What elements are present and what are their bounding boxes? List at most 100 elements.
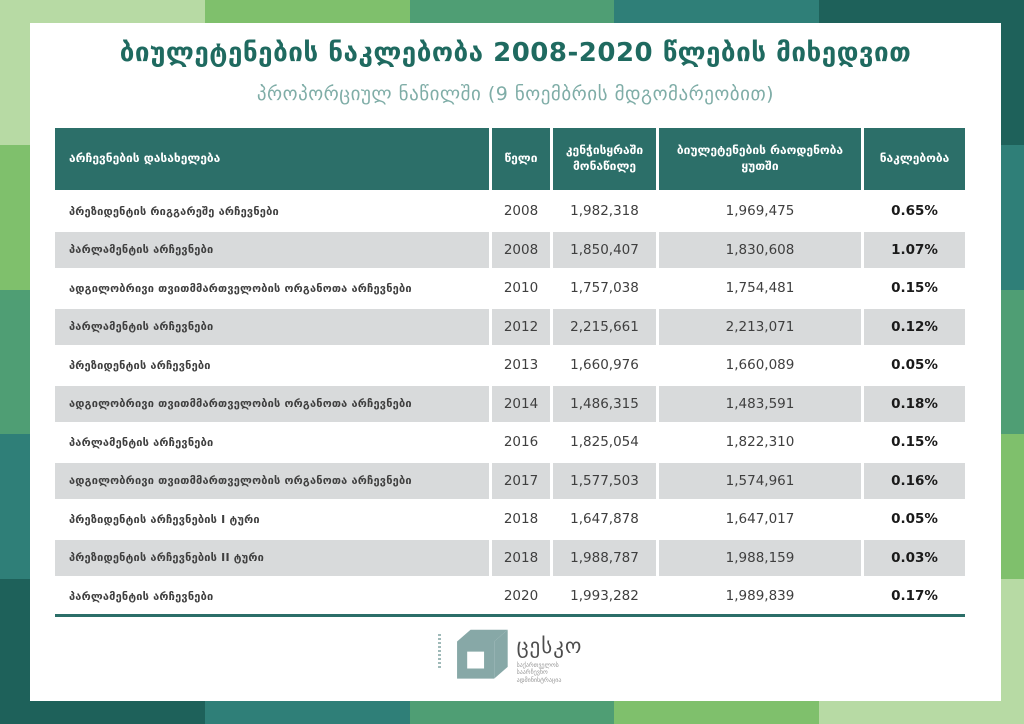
mosaic-tile [819,700,1024,724]
mosaic-tile [0,0,205,23]
election-name-cell: ადგილობრივი თვითმმართველობის ორგანოთა არ… [55,385,492,422]
participants-cell: 1,825,054 [553,424,659,460]
year-cell: 2014 [492,385,553,422]
logo-name: ცესკო [516,633,583,658]
mosaic-tile [204,0,410,23]
table-row: პარლამენტის არჩევნები 2016 1,825,054 1,822,… [55,424,965,460]
shortage-cell: 1.07% [864,231,965,268]
mosaic-border-left [0,0,30,724]
mosaic-tile [1001,434,1024,580]
year-cell: 2010 [492,270,553,306]
mosaic-tile [1001,579,1024,724]
mosaic-tile [0,579,30,724]
shortage-cell: 0.15% [891,280,938,296]
table-row: პრეზიდენტის რიგგარეშე არჩევნები 2008 1,982… [55,193,965,229]
election-name-cell: პარლამენტის არჩევნები [55,231,492,268]
logo-subtext-line: საარჩევნო [516,669,548,677]
page-title: ბიულეტენების ნაკლებობა 2008-2020 წლების … [119,38,912,68]
mosaic-tile [204,700,410,724]
participants-cell: 1,850,407 [553,231,659,268]
ballots-cell: 1,822,310 [659,424,864,460]
column-header: არჩევნების დასახელება [55,128,492,190]
logo-vertical-text [437,633,441,668]
mosaic-tile [0,700,205,724]
participants-cell: 1,993,282 [553,578,659,614]
table-row: პარლამენტის არჩევნები 2012 2,215,661 2,213,… [55,308,965,345]
column-header: წელი [492,128,553,190]
shortage-cell: 0.17% [891,588,938,604]
participants-cell: 1,988,787 [553,539,659,576]
year-cell: 2008 [492,193,553,229]
year-cell: 2018 [492,539,553,576]
mosaic-border-top [0,0,1024,23]
table-row: პარლამენტის არჩევნები 2020 1,993,282 1,989,… [55,578,965,614]
shortage-cell: 0.05% [891,357,938,373]
election-name-cell: პარლამენტის არჩევნები [55,308,492,345]
logo-subtext: საქართველოს საარჩევნო ადმინისტრაცია [517,662,583,685]
mosaic-tile [0,144,30,290]
mosaic-tile [0,0,30,145]
participants-cell: 2,215,661 [553,308,659,345]
participants-cell: 1,647,878 [553,501,659,537]
participants-cell: 1,982,318 [553,193,659,229]
mosaic-tile [1001,0,1024,145]
election-name-cell: ადგილობრივი თვითმმართველობის ორგანოთა არ… [55,270,492,306]
election-name-cell: პრეზიდენტის არჩევნები [55,347,492,383]
mosaic-tile [0,289,30,435]
table-body: პრეზიდენტის რიგგარეშე არჩევნები 2008 1,982… [55,193,965,614]
election-name-cell: პრეზიდენტის რიგგარეშე არჩევნები [55,193,492,229]
year-cell: 2018 [492,501,553,537]
mosaic-border-right [1001,0,1024,724]
mosaic-border-bottom [0,700,1024,724]
year-cell: 2020 [492,578,553,614]
participants-cell: 1,577,503 [553,462,659,499]
logo-subtext-line: ადმინისტრაცია [516,677,562,685]
ballots-cell: 1,574,961 [659,462,864,499]
page-subtitle: პროპორციულ ნაწილში (9 ნოემბრის მდგომარეო… [256,83,775,105]
shortage-cell: 0.12% [864,308,965,345]
ballots-cell: 1,988,159 [659,539,864,576]
table-header-row: არჩევნების დასახელება წელი კენჭისყრაში მონ… [55,128,965,190]
year-cell: 2012 [492,308,553,345]
shortage-cell: 0.65% [891,203,938,219]
table-row: პრეზიდენტის არჩევნები 2013 1,660,976 1,660,… [55,347,965,383]
mosaic-tile [1001,144,1024,290]
footer: ცესკო საქართველოს საარჩევნო ადმინისტრაცი… [55,628,965,685]
shortage-cell: 0.03% [864,539,965,576]
participants-cell: 1,486,315 [553,385,659,422]
shortage-cell: 0.15% [891,434,938,450]
column-header: კენჭისყრაში მონაწილე [553,128,659,190]
table-bottom-border [55,614,965,617]
content-card: ბიულეტენების ნაკლებობა 2008-2020 წლების … [30,23,1001,701]
ballots-cell: 1,989,839 [659,578,864,614]
ballots-cell: 1,754,481 [659,270,864,306]
year-cell: 2016 [492,424,553,460]
ballots-cell: 1,830,608 [659,231,864,268]
ballots-cell: 1,660,089 [659,347,864,383]
mosaic-tile [409,0,615,23]
column-header: ნაკლებობა [879,151,950,166]
mosaic-tile [819,0,1024,23]
shortage-cell: 0.16% [864,462,965,499]
election-name-cell: პრეზიდენტის არჩევნების I ტური [55,501,492,537]
elections-table: არჩევნების დასახელება წელი კენჭისყრაში მონ… [55,128,965,617]
shortage-cell: 0.05% [891,511,938,527]
table-row: პრეზიდენტის არჩევნების II ტური 2018 1,988,… [55,539,965,576]
shortage-cell: 0.18% [864,385,965,422]
ballots-cell: 1,647,017 [659,501,864,537]
table-row: პრეზიდენტის არჩევნების I ტური 2018 1,647,8… [55,501,965,537]
mosaic-tile [614,0,820,23]
ballot-box-icon [456,629,508,679]
table-row: პარლამენტის არჩევნები 2008 1,850,407 1,830,… [55,231,965,268]
election-name-cell: ადგილობრივი თვითმმართველობის ორგანოთა არ… [55,462,492,499]
table-row: ადგილობრივი თვითმმართველობის ორგანოთა არ… [55,385,965,422]
year-cell: 2008 [492,231,553,268]
mosaic-tile [409,700,615,724]
participants-cell: 1,757,038 [553,270,659,306]
ballots-cell: 1,483,591 [659,385,864,422]
ballots-cell: 1,969,475 [659,193,864,229]
election-name-cell: პრეზიდენტის არჩევნების II ტური [55,539,492,576]
election-name-cell: პარლამენტის არჩევნები [55,578,492,614]
column-header: ბიულეტენების რაოდენობა ყუთში [659,128,864,190]
